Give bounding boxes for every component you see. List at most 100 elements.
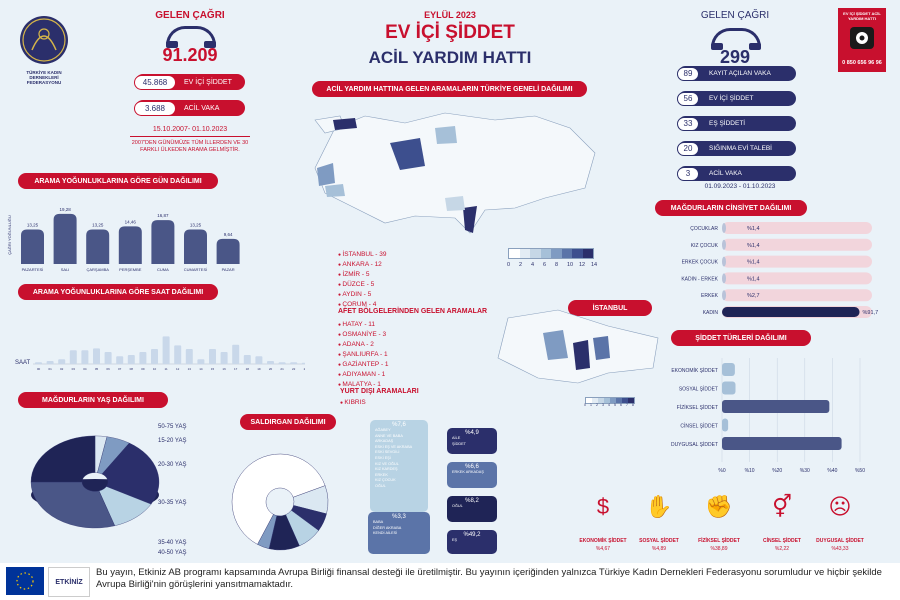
telephone-icon	[850, 27, 874, 49]
istanbul-district	[593, 336, 610, 360]
x-axis-label: SAAT	[15, 360, 31, 366]
stat-label: EŞ ŞİDDETİ	[709, 120, 746, 127]
day-tick-label: PERŞEMBE	[119, 267, 142, 272]
hour-tick-label: 11	[165, 367, 168, 371]
gender-chart: ÇOCUKLAR %1,4 KIZ ÇOCUK %1,4 ERKEK ÇOCUK %1,4…	[681, 222, 878, 318]
list-item: KIBRIS	[340, 398, 365, 408]
gender-tick-label: ERKEK ÇOCUK	[682, 260, 719, 266]
footer: ETKİNİZ Bu yayın, Etkiniz AB programı ka…	[0, 563, 900, 600]
attacker-title: SALDIRGAN DAĞILIMI	[240, 414, 336, 430]
gender-bar	[722, 256, 726, 267]
day-tick-label: PAZARTESİ	[22, 267, 44, 272]
hour-bar	[116, 356, 124, 364]
gender-value-label: %1,4	[747, 243, 760, 249]
hour-bar	[81, 350, 89, 364]
hour-bar	[278, 362, 286, 364]
attacker-pct: %7,6	[392, 422, 406, 428]
attacker-pct: %4,9	[465, 430, 479, 436]
hour-bar	[220, 352, 228, 364]
phone-icon	[711, 28, 761, 50]
violence-icon-label: SOSYAL ŞİDDET	[639, 538, 679, 544]
attacker-item: ESKİ SEVGİLİ	[375, 450, 400, 455]
legend-swatch	[519, 249, 530, 258]
violence-bar	[722, 363, 735, 376]
stat-number: 89	[677, 66, 699, 81]
right-stat: 89 KAYIT AÇILAN VAKA	[677, 66, 796, 81]
hour-tick-label: 21	[280, 367, 284, 371]
right-stat: 20 SIĞINMA EVİ TALEBİ	[677, 141, 796, 156]
bar-value-label: 13,25	[27, 223, 39, 228]
hour-bar	[162, 336, 170, 364]
hour-tick-label: 22	[292, 367, 296, 371]
hour-bar	[290, 362, 298, 364]
age-label: 50-75 YAŞ	[158, 424, 187, 430]
violence-type-icon: ⚥	[772, 494, 792, 519]
age-slice	[101, 442, 160, 505]
day-tick-label: CUMARTESİ	[184, 267, 207, 272]
attacker-box: %4,9 AİLE ŞİDDET	[447, 428, 497, 454]
bar-value-label: 9,64	[224, 232, 233, 237]
attacker-box: %8,2 OĞUL	[447, 496, 497, 522]
bar-value-label: 13,25	[92, 223, 104, 228]
legend-tick: 5	[614, 403, 616, 407]
day-bar	[216, 238, 240, 264]
stat-label: EV İÇİ ŞİDDET	[184, 78, 232, 86]
age-title: MAĞDURLARIN YAŞ DAĞILIMI	[18, 392, 168, 408]
day-chart: ÇAĞRI YOĞUNLUĞU 13,25 PAZARTESİ 19,28 SALI 13…	[7, 207, 240, 272]
hour-tick-label: 08	[130, 367, 134, 371]
legend-tick: 1	[590, 403, 592, 407]
hour-bar	[58, 359, 66, 364]
legend-tick: 8	[555, 262, 559, 268]
violence-bar	[722, 418, 729, 432]
hour-tick-label: 19	[257, 367, 261, 371]
attacker-item: ANNE VE BABA	[375, 433, 403, 438]
hour-bar	[93, 348, 100, 364]
istanbul-title: İSTANBUL	[568, 300, 652, 316]
legend-tick: 7	[626, 403, 628, 407]
stat-label: ACİL VAKA	[709, 170, 742, 177]
abroad-title: YURT DIŞI ARAMALARI	[340, 388, 419, 395]
violence-type-icon: ✊	[705, 494, 733, 519]
attacker-slice	[231, 453, 326, 545]
day-bar	[184, 229, 207, 264]
day-bar	[53, 213, 77, 264]
day-bar	[21, 229, 44, 264]
istanbul-district	[573, 340, 590, 370]
attacker-item: AİLE	[452, 436, 461, 440]
hour-bar	[151, 349, 158, 364]
legend-swatch	[610, 398, 616, 403]
hour-tick-label: 04	[83, 367, 87, 371]
stat-number: 56	[677, 91, 699, 106]
right-stat: 56 EV İÇİ ŞİDDET	[677, 91, 796, 106]
stat-number: 33	[677, 116, 699, 131]
hour-chart: SAAT 00 01 02 03 04 05 06 07 08 09 10 11 12 13 14 15 16 17…	[15, 336, 305, 371]
list-item: AYDIN - 5	[338, 290, 387, 300]
violence-type-icon: ☹	[828, 494, 852, 519]
left-stat-domestic: 45.868 EV İÇİ ŞİDDET	[134, 74, 245, 90]
attacker-box: %49,2 EŞ	[447, 530, 497, 554]
day-tick-label: ÇARŞAMBA	[86, 267, 109, 272]
legend-swatch	[551, 249, 562, 258]
violence-icon-pct: %2,22	[774, 546, 790, 552]
list-item: GAZİANTEP - 1	[338, 360, 388, 370]
gender-bar-bg	[722, 255, 872, 268]
day-bar	[86, 229, 110, 264]
violence-tick-label: DUYGUSAL ŞİDDET	[671, 441, 718, 448]
legend-tick: 0	[584, 403, 586, 407]
list-item: ADIYAMAN - 1	[338, 370, 389, 380]
day-chart-title: ARAMA YOĞUNLUKLARINA GÖRE GÜN DAĞILIMI	[18, 173, 218, 189]
gender-bar	[722, 290, 727, 301]
hour-bar	[301, 362, 305, 364]
legend-swatch	[628, 398, 634, 403]
list-item: İZMİR - 5	[338, 270, 387, 280]
stat-label: EV İÇİ ŞİDDET	[709, 95, 754, 102]
title-line2: ACİL YARDIM HATTI	[368, 48, 532, 67]
hour-tick-label: 07	[118, 367, 122, 371]
violence-icon-pct: %4,89	[651, 546, 667, 552]
violence-type-icon: ✋	[645, 494, 673, 519]
attacker-box: %6,6 ERKEK ARKADAŞ	[447, 462, 497, 488]
age-pie	[30, 435, 160, 529]
x-tick-label: %40	[827, 468, 837, 474]
gender-value-label: %1,4	[747, 276, 760, 282]
legend-tick: 2	[519, 262, 523, 268]
